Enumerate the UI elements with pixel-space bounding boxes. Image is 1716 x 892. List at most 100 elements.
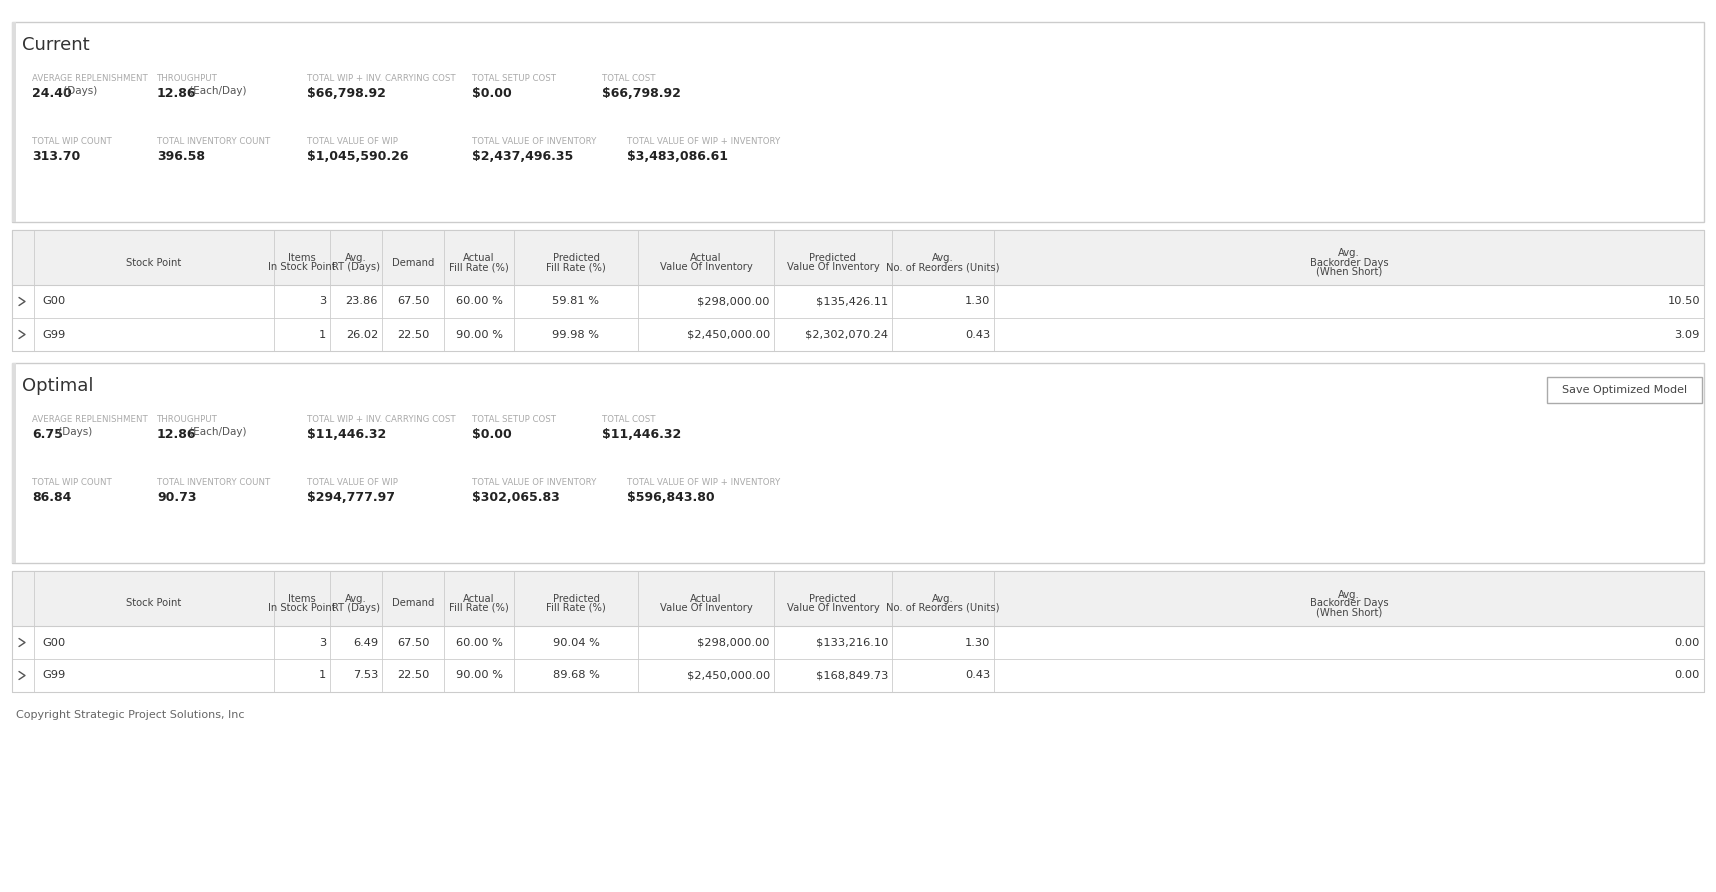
Text: G00: G00 [41, 296, 65, 307]
Text: 0.43: 0.43 [964, 671, 990, 681]
Text: 1: 1 [319, 671, 326, 681]
Text: $2,450,000.00: $2,450,000.00 [686, 671, 770, 681]
Text: Backorder Days: Backorder Days [1309, 599, 1388, 608]
Bar [12, 230, 1704, 285]
Text: 60.00 %: 60.00 % [455, 638, 503, 648]
Text: $298,000.00: $298,000.00 [697, 296, 770, 307]
Text: TOTAL VALUE OF WIP + INVENTORY: TOTAL VALUE OF WIP + INVENTORY [626, 137, 781, 146]
Text: Actual: Actual [463, 253, 494, 263]
Text: $3,483,086.61: $3,483,086.61 [626, 150, 728, 163]
Text: 10.50: 10.50 [1668, 296, 1701, 307]
Text: Stock Point: Stock Point [127, 258, 182, 268]
Text: Value Of Inventory: Value Of Inventory [786, 603, 879, 613]
Text: $11,446.32: $11,446.32 [307, 428, 386, 441]
Text: 3.09: 3.09 [1675, 329, 1701, 340]
Text: 12.86: 12.86 [156, 428, 197, 441]
Text: $294,777.97: $294,777.97 [307, 491, 395, 504]
Text: Avg.: Avg. [932, 594, 954, 604]
Text: $2,302,070.24: $2,302,070.24 [805, 329, 887, 340]
Text: 22.50: 22.50 [396, 671, 429, 681]
Text: Value Of Inventory: Value Of Inventory [786, 262, 879, 272]
Text: Demand: Demand [391, 258, 434, 268]
Bar [12, 571, 1704, 626]
Text: 12.86: 12.86 [156, 87, 197, 100]
Text: (Days): (Days) [60, 86, 98, 96]
Text: TOTAL COST: TOTAL COST [602, 74, 656, 83]
Text: TOTAL WIP + INV. CARRYING COST: TOTAL WIP + INV. CARRYING COST [307, 74, 456, 83]
Text: 1.30: 1.30 [964, 296, 990, 307]
Text: Predicted: Predicted [810, 253, 856, 263]
Text: Avg.: Avg. [1338, 590, 1359, 599]
Text: Fill Rate (%): Fill Rate (%) [546, 262, 606, 272]
Text: THROUGHPUT: THROUGHPUT [156, 415, 218, 424]
Text: 67.50: 67.50 [396, 296, 429, 307]
Text: 67.50: 67.50 [396, 638, 429, 648]
Text: AVERAGE REPLENISHMENT: AVERAGE REPLENISHMENT [33, 415, 148, 424]
Text: In Stock Point: In Stock Point [268, 262, 336, 272]
Text: Value Of Inventory: Value Of Inventory [659, 262, 752, 272]
Text: Current: Current [22, 36, 89, 54]
Bar [1548, 377, 1702, 403]
Text: Optimal: Optimal [22, 377, 93, 395]
Text: (Each/Day): (Each/Day) [185, 86, 245, 96]
Text: $596,843.80: $596,843.80 [626, 491, 714, 504]
Bar [12, 22, 15, 222]
Text: $66,798.92: $66,798.92 [307, 87, 386, 100]
Text: TOTAL WIP COUNT: TOTAL WIP COUNT [33, 478, 112, 487]
Text: AVERAGE REPLENISHMENT: AVERAGE REPLENISHMENT [33, 74, 148, 83]
Text: Avg.: Avg. [1338, 249, 1359, 259]
Text: $135,426.11: $135,426.11 [815, 296, 887, 307]
Bar [12, 230, 1704, 351]
Text: 6.75: 6.75 [33, 428, 63, 441]
Text: G00: G00 [41, 638, 65, 648]
Text: G99: G99 [41, 329, 65, 340]
Text: 3: 3 [319, 638, 326, 648]
Text: TOTAL VALUE OF WIP + INVENTORY: TOTAL VALUE OF WIP + INVENTORY [626, 478, 781, 487]
Text: 86.84: 86.84 [33, 491, 72, 504]
Text: TOTAL VALUE OF INVENTORY: TOTAL VALUE OF INVENTORY [472, 137, 597, 146]
Text: TOTAL SETUP COST: TOTAL SETUP COST [472, 74, 556, 83]
Text: 0.00: 0.00 [1675, 671, 1701, 681]
Bar [12, 22, 1704, 222]
Text: $133,216.10: $133,216.10 [815, 638, 887, 648]
Text: $168,849.73: $168,849.73 [815, 671, 887, 681]
Text: In Stock Point: In Stock Point [268, 603, 336, 613]
Text: THROUGHPUT: THROUGHPUT [156, 74, 218, 83]
Text: Avg.: Avg. [345, 594, 367, 604]
Text: 99.98 %: 99.98 % [553, 329, 599, 340]
Text: (Days): (Days) [55, 427, 93, 437]
Text: $66,798.92: $66,798.92 [602, 87, 681, 100]
Text: Predicted: Predicted [553, 594, 599, 604]
Text: 89.68 %: 89.68 % [553, 671, 599, 681]
Text: TOTAL INVENTORY COUNT: TOTAL INVENTORY COUNT [156, 137, 269, 146]
Text: Copyright Strategic Project Solutions, Inc: Copyright Strategic Project Solutions, I… [15, 710, 244, 720]
Text: 23.86: 23.86 [345, 296, 378, 307]
Text: Actual: Actual [690, 594, 722, 604]
Text: TOTAL VALUE OF WIP: TOTAL VALUE OF WIP [307, 478, 398, 487]
Text: TOTAL VALUE OF WIP: TOTAL VALUE OF WIP [307, 137, 398, 146]
Text: TOTAL WIP COUNT: TOTAL WIP COUNT [33, 137, 112, 146]
Text: $0.00: $0.00 [472, 428, 511, 441]
Text: Predicted: Predicted [810, 594, 856, 604]
Text: Items: Items [288, 594, 316, 604]
Text: TOTAL VALUE OF INVENTORY: TOTAL VALUE OF INVENTORY [472, 478, 597, 487]
Text: $0.00: $0.00 [472, 87, 511, 100]
Text: Stock Point: Stock Point [127, 599, 182, 608]
Text: Fill Rate (%): Fill Rate (%) [450, 262, 510, 272]
Text: Actual: Actual [463, 594, 494, 604]
Text: TOTAL SETUP COST: TOTAL SETUP COST [472, 415, 556, 424]
Text: Backorder Days: Backorder Days [1309, 258, 1388, 268]
Text: No. of Reorders (Units): No. of Reorders (Units) [885, 603, 1000, 613]
Text: 90.00 %: 90.00 % [455, 671, 503, 681]
Text: TOTAL COST: TOTAL COST [602, 415, 656, 424]
Text: 3: 3 [319, 296, 326, 307]
Text: $298,000.00: $298,000.00 [697, 638, 770, 648]
Text: G99: G99 [41, 671, 65, 681]
Text: Avg.: Avg. [345, 253, 367, 263]
Text: (When Short): (When Short) [1316, 267, 1381, 277]
Text: 7.53: 7.53 [352, 671, 378, 681]
Text: 22.50: 22.50 [396, 329, 429, 340]
Text: 90.73: 90.73 [156, 491, 197, 504]
Text: Value Of Inventory: Value Of Inventory [659, 603, 752, 613]
Text: 1.30: 1.30 [964, 638, 990, 648]
